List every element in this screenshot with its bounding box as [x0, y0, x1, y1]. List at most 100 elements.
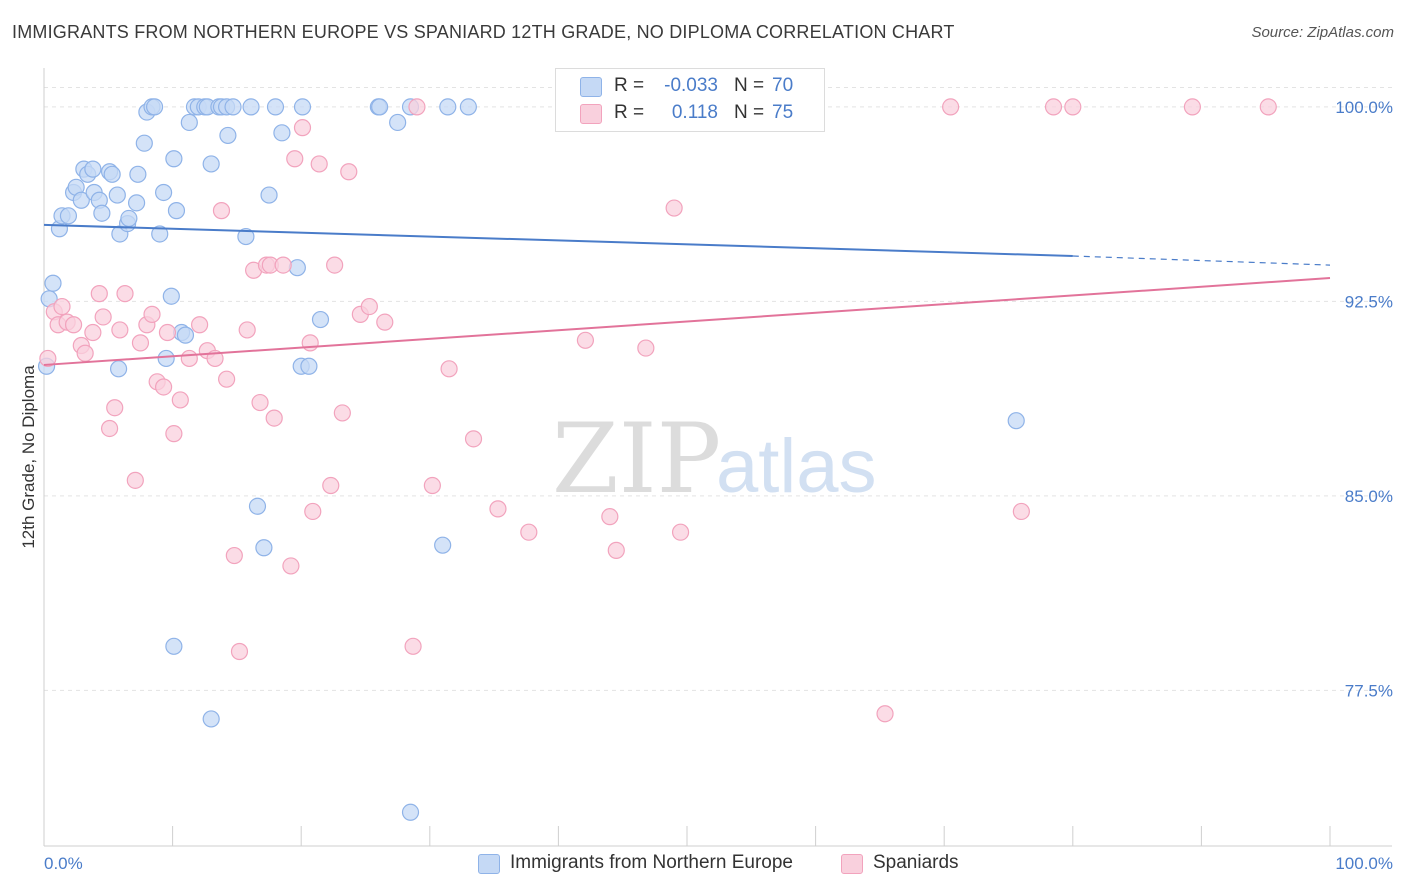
y-tick-labels: 100.0% 92.5% 85.0% 77.5%	[1335, 98, 1393, 701]
x-tick-label-max: 100.0%	[1335, 854, 1393, 873]
point-spaniards	[286, 150, 304, 168]
point-spaniards	[251, 393, 269, 412]
y-tick-label: 92.5%	[1345, 292, 1393, 311]
point-spaniards	[126, 471, 144, 489]
point-spaniards	[274, 256, 292, 274]
point-northern-europe	[255, 539, 273, 557]
point-northern-europe	[44, 274, 62, 292]
point-northern-europe	[135, 134, 153, 152]
watermark-atlas: atlas	[716, 424, 877, 509]
point-northern-europe	[120, 209, 138, 228]
point-spaniards	[423, 476, 441, 495]
legend-r-value: 0.118	[671, 102, 718, 123]
point-northern-europe	[293, 98, 312, 116]
point-spaniards	[293, 119, 312, 137]
point-northern-europe	[129, 165, 147, 183]
point-spaniards	[90, 285, 108, 303]
point-spaniards	[304, 502, 322, 521]
point-spaniards	[94, 308, 112, 326]
point-northern-europe	[459, 98, 477, 116]
point-spaniards	[942, 98, 960, 116]
point-northern-europe	[248, 497, 267, 515]
point-spaniards	[404, 637, 422, 655]
point-spaniards	[106, 399, 124, 417]
point-northern-europe	[266, 98, 285, 116]
point-spaniards	[225, 546, 243, 565]
point-spaniards	[238, 321, 256, 339]
point-spaniards	[154, 378, 173, 396]
legend-n-value: 70	[772, 75, 794, 96]
legend-row-northern-europe: R = -0.033 N = 70	[556, 73, 824, 101]
point-spaniards	[440, 360, 458, 378]
point-spaniards	[116, 285, 134, 303]
point-northern-europe	[165, 637, 183, 655]
point-northern-europe	[434, 536, 452, 554]
point-northern-europe	[273, 124, 291, 142]
point-spaniards	[601, 508, 619, 526]
x-tick-label-min: 0.0%	[44, 854, 83, 873]
series-northern-europe-points	[37, 98, 1025, 821]
legend-swatch-blue	[478, 854, 500, 874]
grid-lines	[44, 86, 1392, 691]
point-spaniards	[1044, 98, 1063, 116]
point-northern-europe	[288, 259, 306, 277]
point-northern-europe	[59, 207, 78, 225]
point-spaniards	[326, 256, 344, 274]
point-northern-europe	[202, 710, 220, 728]
point-northern-europe	[109, 360, 128, 378]
point-northern-europe	[237, 227, 255, 246]
point-northern-europe	[72, 191, 90, 209]
trend-lines	[43, 223, 1331, 366]
point-spaniards	[282, 557, 300, 575]
point-spaniards	[131, 334, 150, 352]
point-spaniards	[607, 541, 625, 559]
legend-label: Immigrants from Northern Europe	[510, 852, 793, 873]
point-spaniards	[576, 331, 595, 349]
point-spaniards	[464, 430, 483, 448]
y-axis-title: 12th Grade, No Diploma	[19, 365, 38, 549]
point-spaniards	[1259, 98, 1277, 116]
point-northern-europe	[157, 349, 175, 368]
trend-line-northern-europe-extension	[1072, 255, 1331, 266]
trend-line-northern-europe	[43, 223, 1073, 258]
correlation-legend: R = -0.033 N = 70 R = 0.118 N = 75	[555, 68, 825, 132]
point-northern-europe	[311, 310, 330, 329]
point-spaniards	[191, 316, 209, 334]
point-northern-europe	[300, 357, 318, 375]
point-spaniards	[665, 199, 683, 217]
point-northern-europe	[108, 186, 126, 204]
watermark: ZIP atlas	[552, 403, 877, 515]
point-spaniards	[1183, 98, 1201, 116]
legend-row-spaniards: R = 0.118 N = 75	[556, 100, 824, 128]
point-spaniards	[171, 391, 189, 409]
point-spaniards	[376, 313, 394, 331]
point-northern-europe	[154, 183, 173, 202]
axes	[43, 68, 1392, 847]
trend-line-spaniards	[43, 277, 1331, 366]
point-northern-europe	[127, 194, 146, 212]
legend-n-label: N =	[734, 75, 765, 96]
point-northern-europe	[93, 204, 111, 222]
point-spaniards	[408, 98, 426, 116]
point-northern-europe	[389, 113, 407, 132]
legend-r-label: R =	[614, 102, 645, 123]
y-tick-label: 100.0%	[1335, 98, 1393, 117]
point-northern-europe	[162, 287, 180, 305]
legend-swatch-pink	[580, 104, 602, 124]
legend-label: Spaniards	[873, 852, 959, 873]
x-ticks	[43, 826, 1331, 846]
point-spaniards	[340, 163, 358, 181]
point-spaniards	[218, 370, 236, 388]
point-northern-europe	[145, 98, 164, 116]
point-spaniards	[84, 323, 102, 342]
point-spaniards	[1012, 502, 1030, 521]
point-spaniards	[265, 409, 283, 427]
point-spaniards	[301, 334, 319, 352]
point-spaniards	[1064, 98, 1082, 116]
point-northern-europe	[439, 98, 457, 116]
legend-swatch-blue	[580, 77, 602, 97]
point-spaniards	[230, 642, 249, 661]
point-spaniards	[489, 500, 507, 518]
legend-swatch-pink	[841, 854, 863, 874]
